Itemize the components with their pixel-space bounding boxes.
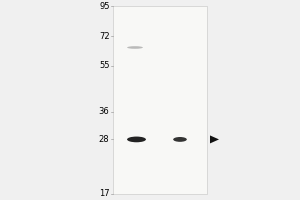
Text: 72: 72 bbox=[99, 32, 110, 41]
Text: 55: 55 bbox=[99, 61, 110, 70]
Ellipse shape bbox=[127, 137, 146, 142]
Ellipse shape bbox=[173, 137, 187, 142]
Text: 28: 28 bbox=[99, 135, 110, 144]
Ellipse shape bbox=[127, 46, 143, 49]
Text: 95: 95 bbox=[99, 2, 110, 11]
Text: 17: 17 bbox=[99, 189, 110, 198]
Polygon shape bbox=[210, 135, 219, 143]
FancyBboxPatch shape bbox=[112, 6, 207, 194]
Text: 36: 36 bbox=[99, 107, 110, 116]
